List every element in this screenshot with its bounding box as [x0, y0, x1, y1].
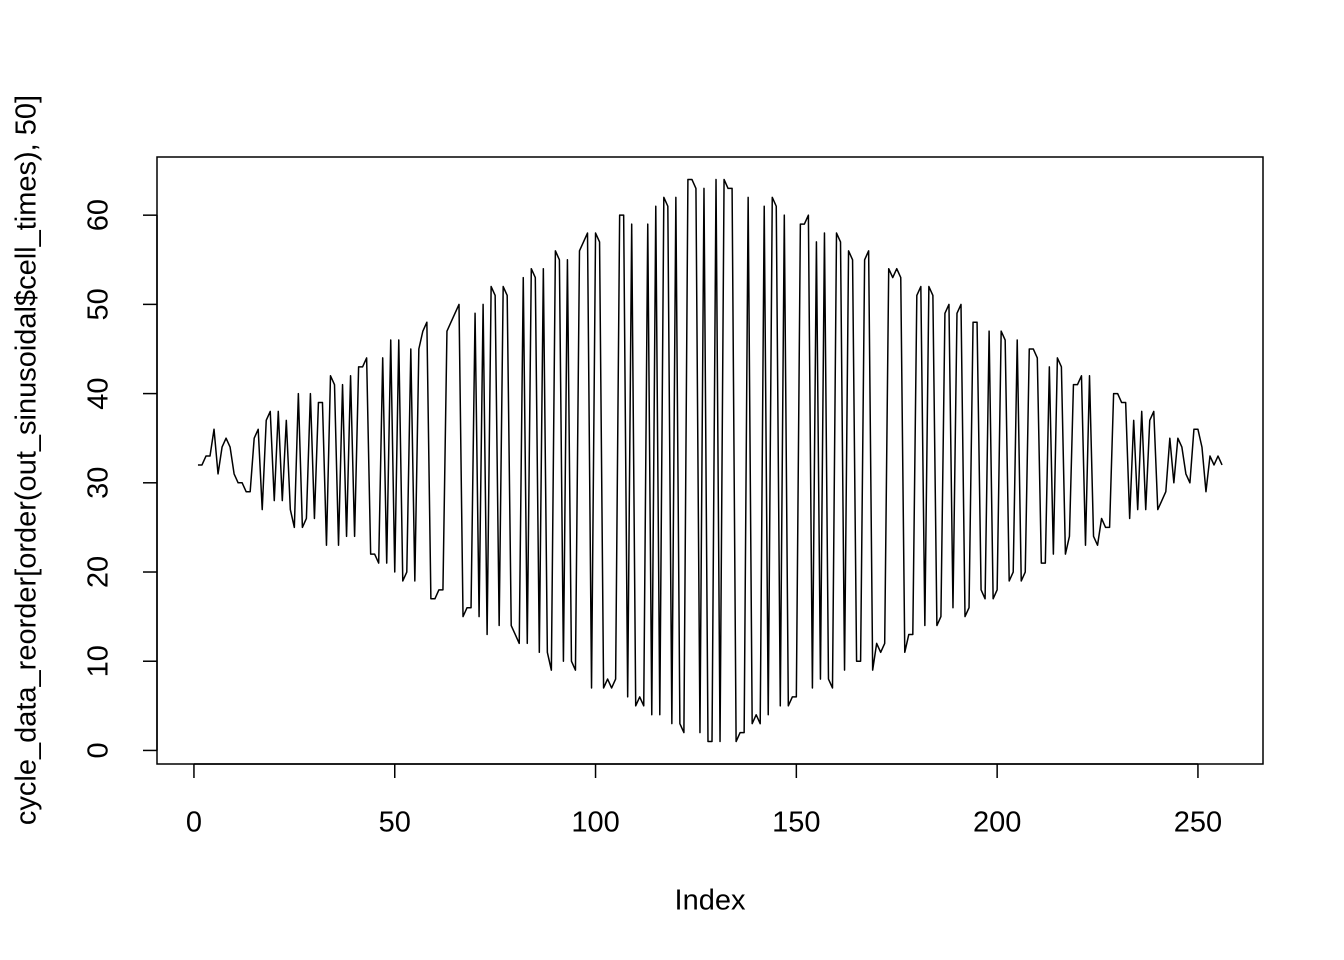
- y-tick-label: 40: [83, 377, 115, 409]
- x-tick-label: 0: [186, 807, 202, 839]
- x-tick-label: 50: [379, 807, 411, 839]
- x-tick-label: 100: [571, 807, 619, 839]
- y-tick-label: 10: [83, 645, 115, 677]
- x-tick-label: 150: [772, 807, 820, 839]
- y-tick-label: 20: [83, 556, 115, 588]
- y-tick-label: 30: [83, 467, 115, 499]
- y-tick-label: 0: [83, 742, 115, 758]
- plot-box: [156, 156, 1264, 765]
- y-axis-label: cycle_data_reorder[order(out_sinusoidal$…: [11, 95, 43, 825]
- y-tick-label: 50: [83, 288, 115, 320]
- x-tick-label: 250: [1174, 807, 1222, 839]
- x-axis-label: Index: [675, 885, 746, 917]
- y-tick-label: 60: [83, 199, 115, 231]
- data-line: [197, 178, 1223, 743]
- x-tick-label: 200: [973, 807, 1021, 839]
